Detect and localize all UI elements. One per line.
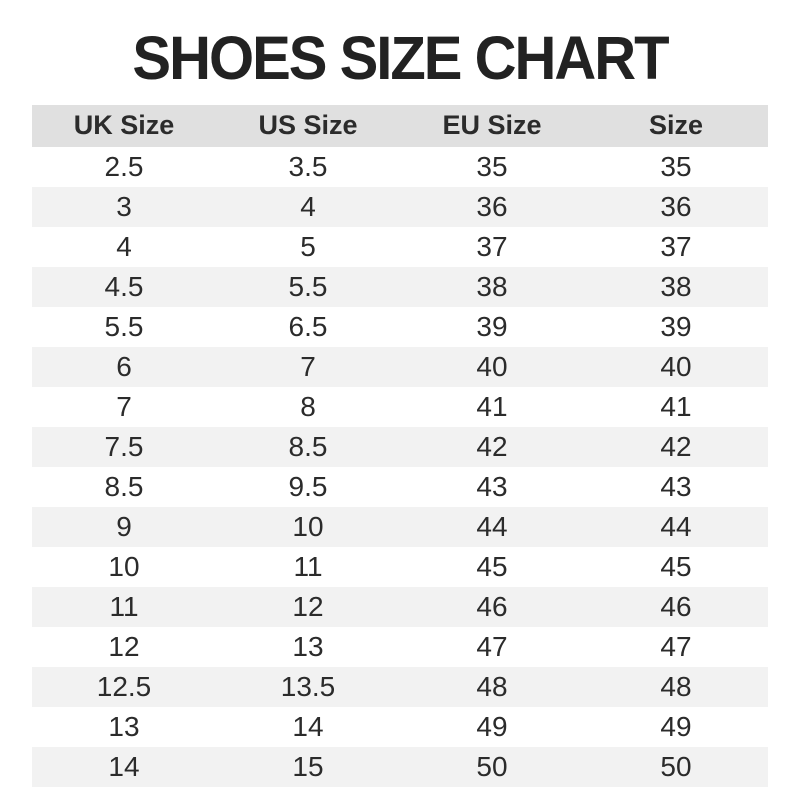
table-row: 8.5 9.5 43 43 (32, 466, 768, 507)
size-cell: 4 (300, 190, 316, 222)
table-row: 5.5 6.5 39 39 (32, 306, 768, 347)
size-cell: 39 (476, 310, 508, 342)
size-cell: 39 (660, 310, 692, 342)
size-cell: 8 (300, 390, 316, 422)
size-cell: 14 (292, 710, 324, 742)
size-cell: 7 (300, 350, 316, 382)
size-cell: 38 (476, 270, 508, 302)
table-row: 12.5 13.5 48 48 (32, 666, 768, 707)
size-cell: 5 (300, 230, 316, 262)
size-cell: 10 (108, 550, 140, 582)
size-cell: 45 (660, 550, 692, 582)
size-cell: 50 (660, 750, 692, 782)
size-cell: 2.5 (104, 150, 144, 182)
size-cell: 9 (116, 510, 132, 542)
size-cell: 5.5 (288, 270, 328, 302)
size-cell: 41 (476, 390, 508, 422)
page-title: SHOES SIZE CHART (132, 24, 669, 93)
column-header-uk-size: UK Size (32, 104, 216, 147)
size-cell: 8.5 (104, 470, 144, 502)
column-header-eu-size: EU Size (400, 104, 584, 147)
size-cell: 40 (476, 350, 508, 382)
table-row: 14 15 50 50 (32, 746, 768, 787)
header-row: UK Size US Size EU Size Size (32, 104, 768, 147)
size-cell: 6 (116, 350, 132, 382)
column-header-size: Size (584, 104, 768, 147)
size-cell: 37 (476, 230, 508, 262)
size-cell: 7 (116, 390, 132, 422)
size-cell: 49 (660, 710, 692, 742)
size-cell: 13 (292, 630, 324, 662)
size-cell: 40 (660, 350, 692, 382)
size-cell: 9.5 (288, 470, 328, 502)
size-cell: 41 (660, 390, 692, 422)
size-cell: 12 (108, 630, 140, 662)
size-cell: 12.5 (96, 670, 152, 702)
size-cell: 46 (476, 590, 508, 622)
size-cell: 4 (116, 230, 132, 262)
table-header: UK Size US Size EU Size Size (32, 104, 768, 147)
size-cell: 36 (476, 190, 508, 222)
size-cell: 38 (660, 270, 692, 302)
size-cell: 11 (109, 590, 139, 622)
size-cell: 14 (108, 750, 140, 782)
size-cell: 37 (660, 230, 692, 262)
size-cell: 12 (292, 590, 324, 622)
table-row: 12 13 47 47 (32, 626, 768, 667)
column-header-us-size: US Size (216, 104, 400, 147)
size-cell: 47 (476, 630, 508, 662)
size-cell: 15 (292, 750, 324, 782)
size-cell: 44 (660, 510, 692, 542)
size-cell: 5.5 (104, 310, 144, 342)
size-cell: 43 (660, 470, 692, 502)
size-cell: 42 (660, 430, 692, 462)
table-body: 2.5 3.5 35 35 3 4 36 36 4 5 37 37 4.5 5.5 38 38 5.5 6.5 39… (32, 146, 768, 787)
size-cell: 36 (660, 190, 692, 222)
table-row: 13 14 49 49 (32, 706, 768, 747)
table-row: 11 12 46 46 (32, 586, 768, 627)
table-row: 6 7 40 40 (32, 346, 768, 387)
size-cell: 48 (476, 670, 508, 702)
size-cell: 43 (476, 470, 508, 502)
size-cell: 35 (660, 150, 692, 182)
table-row: 9 10 44 44 (32, 506, 768, 547)
size-cell: 48 (660, 670, 692, 702)
size-cell: 46 (660, 590, 692, 622)
table-row: 4 5 37 37 (32, 226, 768, 267)
size-cell: 45 (476, 550, 508, 582)
size-cell: 6.5 (288, 310, 328, 342)
table-row: 3 4 36 36 (32, 186, 768, 227)
size-chart-table: UK Size US Size EU Size Size 2.5 3.5 35 35 3… (32, 104, 768, 787)
size-cell: 3.5 (288, 150, 328, 182)
size-cell: 49 (476, 710, 508, 742)
size-cell: 7.5 (104, 430, 144, 462)
table-row: 7.5 8.5 42 42 (32, 426, 768, 467)
table-row: 10 11 45 45 (32, 546, 768, 587)
size-cell: 3 (116, 190, 132, 222)
size-cell: 13.5 (280, 670, 336, 702)
size-cell: 44 (476, 510, 508, 542)
table-row: 2.5 3.5 35 35 (32, 146, 768, 187)
size-cell: 13 (108, 710, 140, 742)
table-row: 4.5 5.5 38 38 (32, 266, 768, 307)
size-cell: 35 (476, 150, 508, 182)
size-cell: 42 (476, 430, 508, 462)
table-row: 7 8 41 41 (32, 386, 768, 427)
size-cell: 11 (293, 550, 323, 582)
size-cell: 4.5 (104, 270, 144, 302)
size-cell: 50 (476, 750, 508, 782)
size-cell: 10 (292, 510, 324, 542)
size-cell: 8.5 (288, 430, 328, 462)
size-cell: 47 (660, 630, 692, 662)
